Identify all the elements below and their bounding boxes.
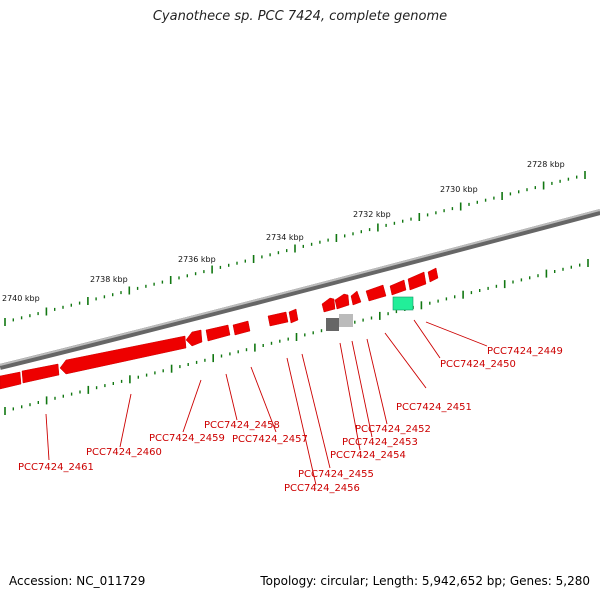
gene-features xyxy=(0,267,439,390)
gene-arrow xyxy=(232,320,251,336)
gene-label: PCC7424_2454 xyxy=(330,450,406,461)
scale-label-2728: 2728 kbp xyxy=(527,160,565,169)
gene-arrow xyxy=(0,371,22,390)
gene-arrow xyxy=(427,267,439,283)
gene-arrow xyxy=(365,284,387,302)
gene-arrow xyxy=(185,329,203,347)
gene-arrow xyxy=(288,308,299,324)
gene-arrow xyxy=(350,290,362,306)
gene-arrow xyxy=(407,271,427,291)
gene-label: PCC7424_2457 xyxy=(232,434,308,445)
gene-arrow xyxy=(59,335,187,375)
map-title: Cyanothece sp. PCC 7424, complete genome xyxy=(152,9,448,24)
scale-label-2740: 2740 kbp xyxy=(2,294,40,303)
gene-label: PCC7424_2459 xyxy=(149,433,225,444)
gene-arrow xyxy=(267,311,289,327)
gene-label: PCC7424_2455 xyxy=(298,469,374,480)
gene-leader-lines xyxy=(45,319,488,486)
genome-backbone-highlight xyxy=(0,209,600,366)
gene-label: PCC7424_2451 xyxy=(396,402,472,413)
gene-label: PCC7424_2461 xyxy=(18,462,94,473)
gene-label: PCC7424_2452 xyxy=(355,424,431,435)
scale-label-2732: 2732 kbp xyxy=(353,210,391,219)
gene-label: PCC7424_2460 xyxy=(86,447,162,458)
gene-arrow xyxy=(21,363,60,384)
gene-arrow xyxy=(321,297,336,313)
outer-scale-ticks xyxy=(4,171,586,326)
scale-label-2736: 2736 kbp xyxy=(178,255,216,264)
genome-info-label: Topology: circular; Length: 5,942,652 bp… xyxy=(260,574,590,588)
accession-label: Accession: NC_011729 xyxy=(9,574,146,588)
gene-label: PCC7424_2456 xyxy=(284,483,360,494)
scale-label-2734: 2734 kbp xyxy=(266,233,304,242)
gene-highlight-box xyxy=(392,296,414,311)
gene-light-box xyxy=(339,314,353,327)
scale-label-2730: 2730 kbp xyxy=(440,185,478,194)
genome-backbone xyxy=(0,209,600,370)
gene-arrow xyxy=(205,324,231,342)
gene-label: PCC7424_2449 xyxy=(487,346,563,357)
gene-arrow xyxy=(334,293,350,310)
gene-dark-box xyxy=(326,318,339,331)
scale-label-2738: 2738 kbp xyxy=(90,275,128,284)
gene-label: PCC7424_2458 xyxy=(204,420,280,431)
gene-label: PCC7424_2450 xyxy=(440,359,516,370)
gene-label: PCC7424_2453 xyxy=(342,437,418,448)
gene-arrow xyxy=(389,279,407,296)
